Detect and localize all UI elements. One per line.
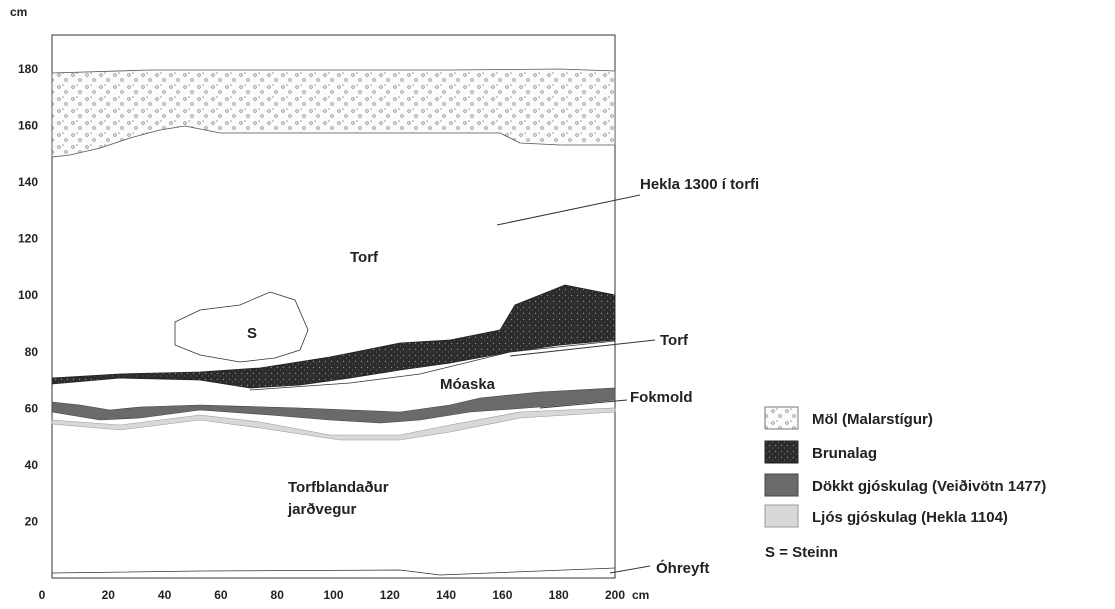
annotation: S	[247, 325, 257, 342]
legend-label: Brunalag	[812, 445, 877, 462]
y-tick-label: 100	[18, 288, 38, 302]
undisturbed-boundary	[51, 567, 616, 576]
light-tephra-layer	[51, 407, 616, 441]
annotation: Torf	[350, 249, 379, 266]
x-tick-label: 80	[271, 588, 285, 602]
x-tick-label: 20	[102, 588, 116, 602]
dark-tephra-layer	[51, 387, 616, 424]
leader-line	[509, 339, 656, 357]
leader-line	[496, 194, 641, 226]
y-tick-label: 40	[25, 458, 39, 472]
y-axis-label: cm	[10, 5, 27, 19]
gravel-layer	[51, 68, 616, 158]
x-axis-label: cm	[632, 588, 649, 602]
x-tick-label: 140	[436, 588, 456, 602]
annotation: Torf	[660, 332, 689, 349]
legend-note: S = Steinn	[765, 544, 838, 561]
leader-line	[539, 399, 628, 409]
annotation: Óhreyft	[656, 559, 709, 577]
annotation: Móaska	[440, 376, 496, 393]
y-tick-label: 160	[18, 119, 38, 133]
x-tick-label: 120	[380, 588, 400, 602]
legend-label: Dökkt gjóskulag (Veiðivötn 1477)	[812, 478, 1046, 495]
x-tick-label: 160	[492, 588, 512, 602]
x-tick-label: 200	[605, 588, 625, 602]
leader-line	[609, 565, 651, 574]
legend-swatch	[764, 473, 799, 497]
legend-swatch	[764, 504, 799, 528]
y-tick-label: 140	[18, 175, 38, 189]
y-tick-label: 20	[25, 514, 39, 528]
stone	[174, 291, 309, 363]
x-tick-label: 60	[214, 588, 228, 602]
annotation: jarðvegur	[287, 501, 357, 518]
burn-layer	[51, 284, 616, 389]
y-tick-label: 60	[25, 401, 39, 415]
annotation: Torfblandaður	[288, 479, 389, 496]
y-tick-label: 80	[25, 345, 39, 359]
x-tick-label: 100	[323, 588, 343, 602]
legend-label: Ljós gjóskulag (Hekla 1104)	[812, 509, 1008, 526]
annotation: Hekla 1300 í torfi	[640, 176, 759, 193]
annotation: Fokmold	[630, 389, 693, 406]
x-tick-label: 180	[549, 588, 569, 602]
legend-swatch	[764, 406, 799, 430]
y-tick-label: 120	[18, 232, 38, 246]
y-tick-label: 180	[18, 62, 38, 76]
x-tick-label: 0	[39, 588, 46, 602]
legend-label: Möl (Malarstígur)	[812, 411, 933, 428]
legend-swatch	[764, 440, 799, 464]
moaska-outline	[249, 340, 616, 391]
x-tick-label: 40	[158, 588, 172, 602]
